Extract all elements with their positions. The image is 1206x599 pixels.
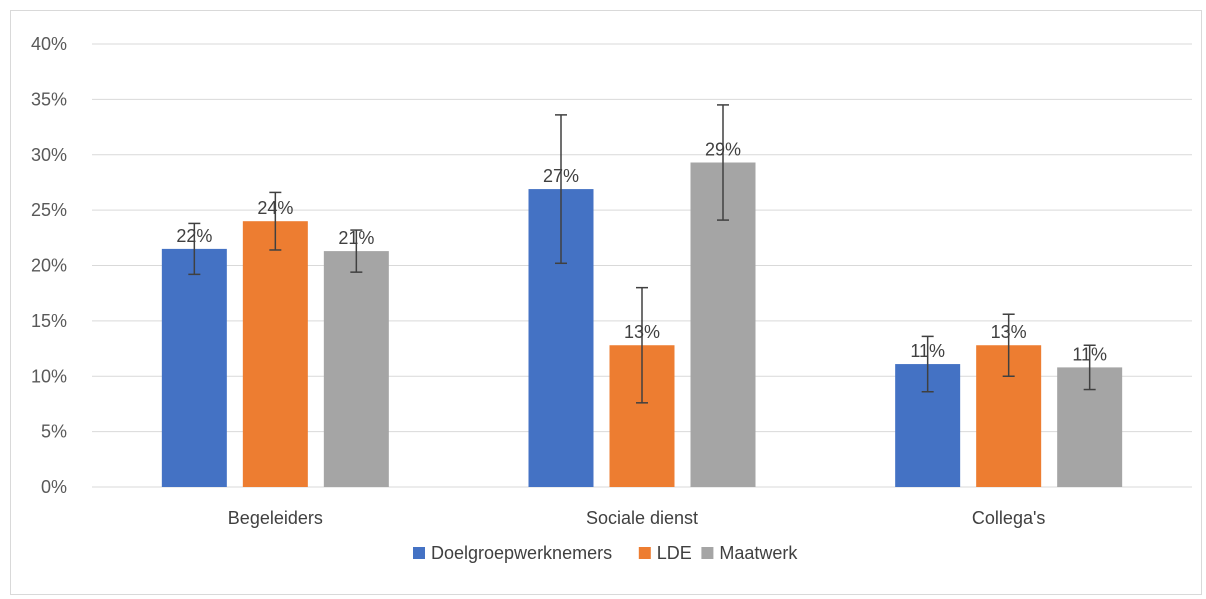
- bar: [242, 221, 308, 487]
- y-axis-ticks: 0% 5% 10% 15% 20% 25% 30% 35% 40%: [31, 34, 67, 497]
- data-label: 27%: [543, 166, 579, 186]
- x-category-label: Begeleiders: [228, 508, 323, 528]
- y-tick-label: 40%: [31, 34, 67, 54]
- x-category-label: Collega's: [972, 508, 1045, 528]
- legend-swatch: [701, 547, 714, 559]
- y-tick-label: 0%: [41, 477, 67, 497]
- y-tick-label: 10%: [31, 366, 67, 386]
- y-tick-label: 30%: [31, 145, 67, 165]
- bars: [161, 162, 1123, 487]
- legend-swatch: [638, 547, 651, 559]
- data-labels: 22% 24% 21% 27% 13% 29% 11% 13% 11%: [176, 140, 1107, 365]
- data-label: 13%: [624, 322, 660, 342]
- y-tick-label: 5%: [41, 422, 67, 442]
- y-tick-label: 35%: [31, 89, 67, 109]
- legend: Doelgroepwerknemers LDE Maatwerk: [413, 543, 798, 563]
- legend-label: Doelgroepwerknemers: [431, 543, 612, 563]
- error-bars: [188, 104, 1096, 404]
- bar: [161, 248, 227, 487]
- legend-label: LDE: [657, 543, 692, 563]
- chart-frame: 0% 5% 10% 15% 20% 25% 30% 35% 40% 22% 24% 21% 27% 13…: [10, 10, 1202, 595]
- y-tick-label: 25%: [31, 200, 67, 220]
- y-tick-label: 20%: [31, 256, 67, 276]
- data-label: 29%: [705, 140, 741, 160]
- legend-label: Maatwerk: [719, 543, 798, 563]
- data-label: 22%: [176, 226, 212, 246]
- data-label: 11%: [1072, 344, 1107, 364]
- x-category-label: Sociale dienst: [586, 508, 698, 528]
- bar: [323, 251, 389, 487]
- data-label: 13%: [991, 322, 1027, 342]
- x-axis-categories: Begeleiders Sociale dienst Collega's: [228, 508, 1046, 528]
- data-label: 24%: [257, 198, 293, 218]
- bar-chart: 0% 5% 10% 15% 20% 25% 30% 35% 40% 22% 24% 21% 27% 13…: [31, 34, 1192, 563]
- data-label: 21%: [338, 228, 374, 248]
- data-label: 11%: [910, 341, 945, 361]
- y-tick-label: 15%: [31, 311, 67, 331]
- legend-swatch: [413, 547, 425, 559]
